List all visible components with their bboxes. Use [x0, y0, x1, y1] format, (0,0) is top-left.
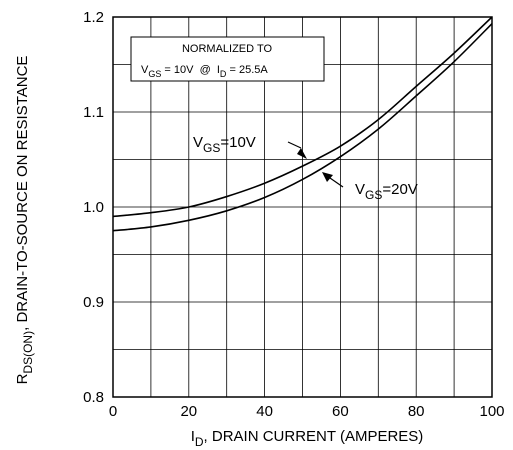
x-tick-label: 0 [109, 403, 117, 420]
annotation-vgs-10v-pointer [287, 141, 302, 149]
annotation-vgs-20v: VGS=20V [322, 172, 418, 202]
annotation-vgs-10v: VGS=10V [193, 134, 307, 159]
x-tick-label: 100 [479, 403, 504, 420]
x-tick-label: 40 [256, 403, 273, 420]
y-tick-label: 1.0 [83, 199, 104, 216]
x-tick-label: 60 [332, 403, 349, 420]
y-axis-title: RDS(ON), DRAIN-TO-SOURCE ON RESISTANCE [14, 56, 35, 385]
svg-text:VGS=10V: VGS=10V [193, 134, 256, 155]
x-axis-title: ID, DRAIN CURRENT (AMPERES) [191, 428, 424, 449]
y-tick-label: 1.1 [83, 104, 104, 121]
y-tick-label: 0.8 [83, 389, 104, 406]
y-tick-label: 0.9 [83, 294, 104, 311]
y-tick-label: 1.2 [83, 9, 104, 26]
normalization-box-line1: NORMALIZED TO [182, 43, 272, 55]
tick-labels: 0 20 40 60 80 100 0.8 0.9 1.0 1.1 1.2 [83, 9, 504, 420]
annotation-vgs-20v-arrowhead [322, 172, 333, 182]
normalization-box-line2: VGS = 10V @ ID = 25.5A [141, 64, 268, 79]
annotation-vgs-20v-pointer [329, 177, 344, 188]
series-line-vgs-20v [112, 23, 493, 232]
svg-text:VGS=20V: VGS=20V [355, 181, 418, 202]
x-tick-label: 20 [180, 403, 197, 420]
series-line-vgs-10v [112, 16, 493, 218]
series-lines [112, 16, 493, 232]
annotation-vgs-10v-arrowhead [297, 148, 307, 159]
normalization-box-frame [130, 36, 325, 82]
grid-lines [113, 17, 492, 397]
plot-frame [112, 16, 493, 398]
normalization-box: NORMALIZED TO VGS = 10V @ ID = 25.5A [130, 36, 325, 82]
x-tick-label: 80 [408, 403, 425, 420]
